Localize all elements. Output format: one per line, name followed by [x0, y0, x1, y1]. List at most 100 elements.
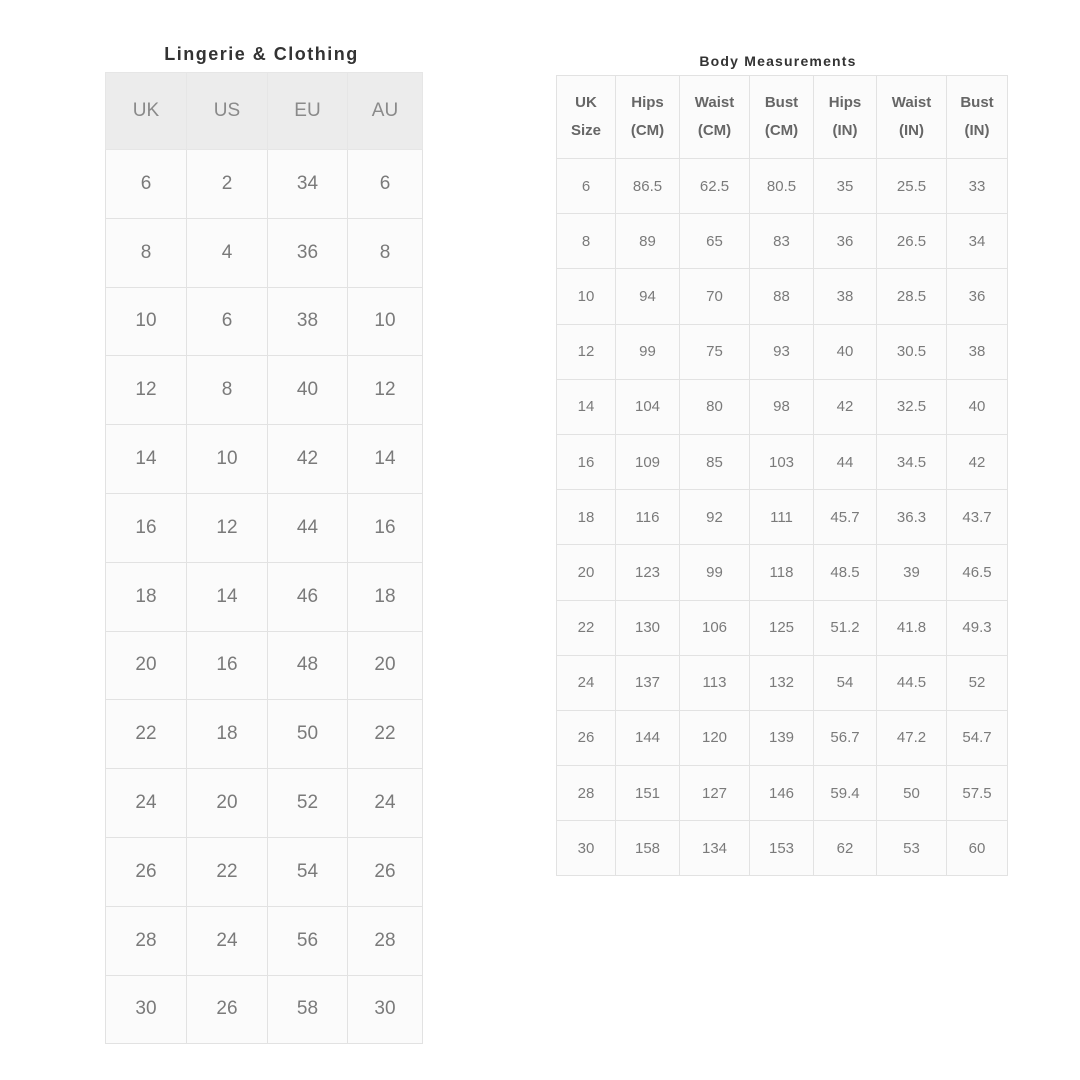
column-header: Waist (CM) [679, 75, 750, 159]
table-cell: 16 [556, 433, 616, 491]
header-line: (IN) [832, 122, 858, 139]
table-cell: 34.5 [876, 433, 947, 491]
column-header: Bust (CM) [749, 75, 814, 159]
table-row: 28 151 127 146 59.4 50 57.5 [556, 765, 1008, 822]
table-row: 24 20 52 24 [105, 768, 423, 838]
header-line: (IN) [899, 122, 924, 139]
table-cell: 139 [749, 709, 814, 767]
table-cell: 8 [556, 213, 616, 270]
header-line: (CM) [697, 122, 732, 139]
table-cell: 28 [347, 905, 423, 976]
table-cell: 134 [679, 820, 750, 877]
table-cell: 38 [267, 286, 348, 357]
table-cell: 38 [813, 268, 877, 325]
header-line: (IN) [964, 122, 990, 139]
table-cell: 99 [615, 323, 680, 380]
table-cell: 158 [615, 820, 680, 877]
table-cell: 18 [347, 561, 423, 632]
table-cell: 80 [679, 378, 750, 435]
table-cell: 62 [813, 820, 877, 877]
table-cell: 51.2 [813, 599, 877, 656]
table-cell: 40 [267, 355, 348, 426]
table-row: 20 16 48 20 [105, 630, 423, 701]
table-cell: 36.3 [876, 489, 947, 546]
table-cell: 83 [749, 213, 814, 270]
table-cell: 153 [749, 820, 814, 877]
table-row: 6 2 34 6 [105, 149, 423, 219]
table-cell: 34 [946, 213, 1008, 270]
table-row: 20 123 99 118 48.5 39 46.5 [556, 544, 1008, 601]
table-cell: 116 [615, 489, 680, 546]
table-cell: 20 [105, 630, 187, 701]
table-row: 10 94 70 88 38 28.5 36 [556, 268, 1008, 325]
header-line: (CM) [764, 122, 799, 139]
column-header: UK [105, 72, 187, 150]
table-row: 6 86.5 62.5 80.5 35 25.5 33 [556, 157, 1008, 215]
table-row: 14 104 80 98 42 32.5 40 [556, 378, 1008, 435]
table-cell: 22 [347, 699, 423, 770]
table-cell: 26 [186, 974, 268, 1045]
table-cell: 151 [615, 765, 680, 822]
table-cell: 70 [679, 268, 750, 325]
table-cell: 45.7 [813, 489, 877, 546]
table-cell: 93 [749, 323, 814, 380]
table-cell: 54 [267, 836, 348, 907]
table-row: 26 22 54 26 [105, 836, 423, 907]
table-cell: 18 [186, 699, 268, 770]
table-cell: 26.5 [876, 213, 947, 270]
table-cell: 6 [186, 286, 268, 357]
table-row: 8 4 36 8 [105, 217, 423, 288]
table-cell: 30 [105, 974, 187, 1045]
table-row: 16 12 44 16 [105, 492, 423, 563]
table-row: 22 18 50 22 [105, 699, 423, 770]
table-cell: 25.5 [876, 157, 947, 215]
header-line: Hips [828, 94, 862, 111]
table-cell: 36 [813, 213, 877, 270]
table-cell: 113 [679, 654, 750, 711]
table-row: 26 144 120 139 56.7 47.2 54.7 [556, 709, 1008, 767]
table-cell: 14 [347, 424, 423, 494]
table-cell: 56.7 [813, 709, 877, 767]
table-cell: 28.5 [876, 268, 947, 325]
table-row: 10 6 38 10 [105, 286, 423, 357]
table-row: 18 14 46 18 [105, 561, 423, 632]
table-row: 16 109 85 103 44 34.5 42 [556, 433, 1008, 491]
table-cell: 2 [186, 149, 268, 219]
table-cell: 118 [749, 544, 814, 601]
table-cell: 104 [615, 378, 680, 435]
table-cell: 10 [105, 286, 187, 357]
table-cell: 57.5 [946, 765, 1008, 822]
header-line: Bust [960, 94, 994, 111]
table-cell: 14 [556, 378, 616, 435]
table-cell: 42 [267, 424, 348, 494]
table-cell: 94 [615, 268, 680, 325]
table-header-row: UK US EU AU [105, 72, 423, 150]
table-cell: 10 [556, 268, 616, 325]
table-cell: 132 [749, 654, 814, 711]
table-row: 8 89 65 83 36 26.5 34 [556, 213, 1008, 270]
column-header: Bust (IN) [946, 75, 1008, 159]
table-cell: 26 [105, 836, 187, 907]
table-cell: 54.7 [946, 709, 1008, 767]
table-cell: 36 [267, 217, 348, 288]
column-header: US [186, 72, 268, 150]
table-cell: 54 [813, 654, 877, 711]
table-row: 18 116 92 111 45.7 36.3 43.7 [556, 489, 1008, 546]
table-cell: 130 [615, 599, 680, 656]
table-cell: 50 [876, 765, 947, 822]
table-cell: 49.3 [946, 599, 1008, 656]
table-cell: 12 [556, 323, 616, 380]
table-cell: 26 [556, 709, 616, 767]
table-cell: 8 [186, 355, 268, 426]
body-measurements-table: UK Size Hips (CM) Waist (CM) Bust (CM) Hips (IN) W… [556, 75, 1008, 877]
table-cell: 24 [186, 905, 268, 976]
table-cell: 6 [105, 149, 187, 219]
table-cell: 50 [267, 699, 348, 770]
table-cell: 20 [347, 630, 423, 701]
table-cell: 40 [813, 323, 877, 380]
table-cell: 59.4 [813, 765, 877, 822]
table-cell: 28 [105, 905, 187, 976]
column-header: Waist (IN) [876, 75, 947, 159]
column-header: Hips (CM) [615, 75, 680, 159]
table-cell: 85 [679, 433, 750, 491]
